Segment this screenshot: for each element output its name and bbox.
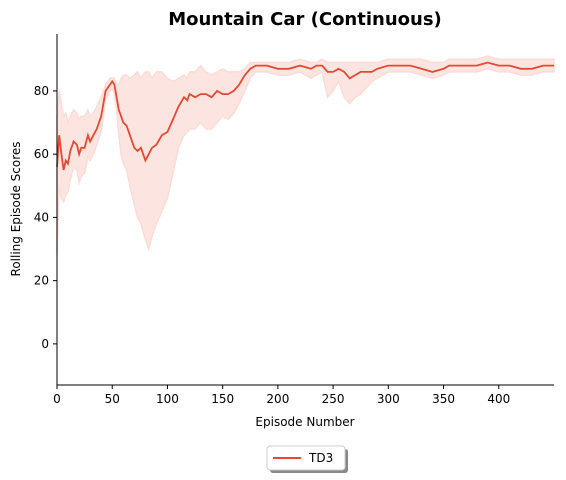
x-tick-label: 400 [487,392,510,406]
plot-area [56,55,555,256]
x-tick-label: 100 [156,392,179,406]
y-tick-label: 20 [34,274,49,288]
x-tick-label: 350 [432,392,455,406]
x-ticks: 0 50 100 150 200 250 300 350 400 [53,385,510,406]
chart-title: Mountain Car (Continuous) [168,9,442,30]
y-tick-label: 60 [34,147,49,161]
y-ticks: 0 20 40 60 80 [34,84,57,351]
legend-box [266,445,346,471]
x-tick-label: 50 [105,392,120,406]
legend-label-td3: TD3 [308,451,333,465]
x-tick-label: 0 [53,392,61,406]
series-td3-line [56,61,554,171]
x-axis-label: Episode Number [255,415,354,429]
legend: TD3 [266,445,348,473]
x-tick-label: 250 [322,392,345,406]
x-tick-label: 200 [266,392,289,406]
y-tick-label: 40 [34,210,49,224]
series-td3-confidence-band [56,55,555,256]
x-tick-label: 300 [377,392,400,406]
y-axis-label: Rolling Episode Scores [9,142,23,277]
y-tick-label: 80 [34,84,49,98]
y-tick-label: 0 [41,337,49,351]
x-tick-label: 150 [211,392,234,406]
